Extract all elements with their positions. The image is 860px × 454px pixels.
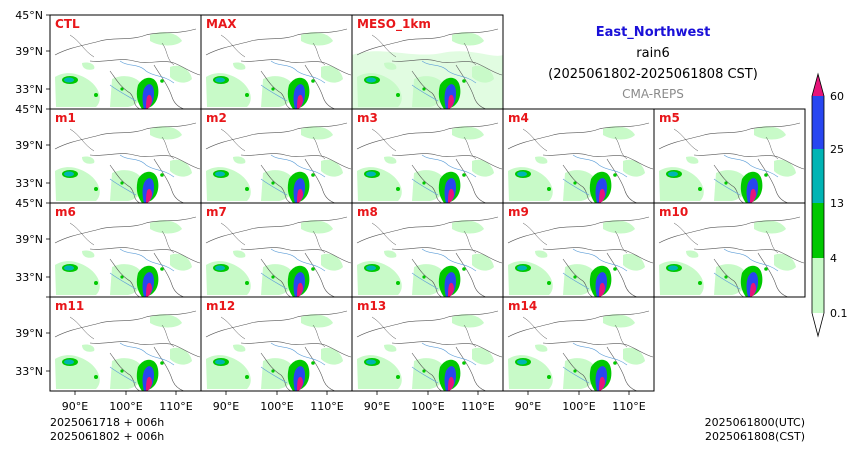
- lat-tick-label: 33°N: [15, 177, 43, 190]
- lat-tick-label: 33°N: [15, 365, 43, 378]
- panel-label: m10: [659, 205, 688, 219]
- lon-tick-label: 90°E: [213, 400, 239, 413]
- map-panel-m8: m8: [351, 202, 504, 298]
- lat-tick-label: 33°N: [15, 83, 43, 96]
- lon-tick-label: 90°E: [515, 400, 541, 413]
- lon-tick-label: 90°E: [62, 400, 88, 413]
- panel-label: m4: [508, 111, 529, 125]
- valid-time-cst: 2025061808(CST): [705, 430, 805, 443]
- lat-tick-label: 45°N: [15, 197, 43, 210]
- panel-label: MAX: [206, 17, 237, 31]
- panel-label: m7: [206, 205, 227, 219]
- colorbar-max-arrow: [812, 74, 824, 96]
- latitude-axis: 45°N 39°N 33°N 45°N 39°N 33°N 45°N 39°N 33°N 39°N…: [15, 9, 50, 378]
- map-panel-m11: m11: [49, 296, 202, 392]
- lat-tick-label: 45°N: [15, 9, 43, 22]
- region-title: East_Northwest: [596, 25, 711, 40]
- panel-label: m9: [508, 205, 529, 219]
- lat-tick-label: 39°N: [15, 45, 43, 58]
- colorbar-tick-13: 13: [830, 197, 844, 210]
- colorbar-min-arrow: [812, 313, 824, 336]
- lon-tick-label: 100°E: [411, 400, 444, 413]
- lon-tick-label: 110°E: [310, 400, 343, 413]
- map-panel-m4: m4: [502, 108, 655, 204]
- colorbar-tick-4: 4: [830, 252, 837, 265]
- lon-tick-label: 90°E: [364, 400, 390, 413]
- variable-title: rain6: [636, 46, 669, 61]
- lon-tick-label: 110°E: [612, 400, 645, 413]
- longitude-axis: 90°E 100°E 110°E 90°E 100°E 110°E 90°E 100°E 110…: [62, 391, 646, 413]
- map-panel-m1: m1: [49, 108, 202, 204]
- period-title: (2025061802-2025061808 CST): [548, 67, 758, 82]
- colorbar-band-13-25: [812, 149, 824, 203]
- lon-tick-label: 100°E: [562, 400, 595, 413]
- colorbar-tick-25: 25: [830, 143, 844, 156]
- panel-label: m11: [55, 299, 84, 313]
- map-panel-m10: m10: [653, 202, 806, 298]
- panel-label: m8: [357, 205, 378, 219]
- lon-tick-label: 100°E: [109, 400, 142, 413]
- lat-tick-label: 45°N: [15, 103, 43, 116]
- lon-tick-label: 110°E: [159, 400, 192, 413]
- lat-tick-label: 33°N: [15, 271, 43, 284]
- map-panel-m12: m12: [200, 296, 353, 392]
- lat-tick-label: 39°N: [15, 327, 43, 340]
- colorbar-band-0.1-4: [812, 258, 824, 313]
- colorbar-tick-60: 60: [830, 90, 844, 103]
- map-panel-m13: m13: [351, 296, 504, 392]
- map-panel-m5: m5: [653, 108, 806, 204]
- panel-label: m12: [206, 299, 235, 313]
- lon-tick-label: 110°E: [461, 400, 494, 413]
- valid-time-utc: 2025061800(UTC): [705, 416, 805, 429]
- panel-label: m1: [55, 111, 76, 125]
- model-title: CMA-REPS: [622, 87, 684, 101]
- panel-grid: CTL MAX MESO_1km m1 m2 m3 m4 m5 m6 m7 m8 m9 m10 m11 m1…: [49, 14, 806, 392]
- init-time-utc: 2025061718 + 006h: [50, 416, 164, 429]
- panel-label: m5: [659, 111, 680, 125]
- panel-label: m6: [55, 205, 76, 219]
- map-panel-m14: m14: [502, 296, 655, 392]
- map-panel-m9: m9: [502, 202, 655, 298]
- panel-label: m3: [357, 111, 378, 125]
- map-panel-m7: m7: [200, 202, 353, 298]
- precipitation-colorbar: 60 25 13 4 0.1: [811, 72, 848, 338]
- panel-label: MESO_1km: [357, 17, 431, 32]
- map-panel-m2: m2: [200, 108, 353, 204]
- init-time-cst: 2025061802 + 006h: [50, 430, 164, 443]
- lon-tick-label: 100°E: [260, 400, 293, 413]
- panel-label: m13: [357, 299, 386, 313]
- map-panel-m6: m6: [49, 202, 202, 298]
- lat-tick-label: 39°N: [15, 233, 43, 246]
- panel-label: m2: [206, 111, 227, 125]
- map-panel-max: MAX: [200, 14, 353, 110]
- colorbar-tick-0.1: 0.1: [830, 307, 848, 320]
- colorbar-band-25-60: [812, 96, 824, 149]
- colorbar-band-4-13: [812, 203, 824, 258]
- panel-label: m14: [508, 299, 537, 313]
- lat-tick-label: 39°N: [15, 139, 43, 152]
- map-panel-meso_1km: MESO_1km: [351, 14, 504, 110]
- map-panel-m3: m3: [351, 108, 504, 204]
- map-panel-ctl: CTL: [49, 14, 202, 110]
- panel-label: CTL: [55, 17, 80, 31]
